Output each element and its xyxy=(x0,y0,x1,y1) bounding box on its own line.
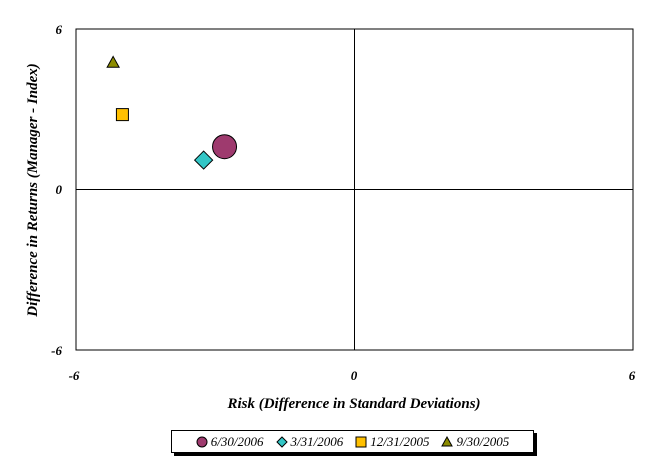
diamond-marker-icon xyxy=(275,435,288,448)
legend-label: 6/30/2006 xyxy=(210,433,264,449)
point-triangle-3-0 xyxy=(106,55,120,68)
point-square-2-0 xyxy=(115,108,129,122)
legend-item-1: 3/31/2006 xyxy=(275,433,344,450)
data-points xyxy=(106,55,238,170)
x-tick-mid: 0 xyxy=(351,368,358,383)
circle-marker-icon xyxy=(196,436,208,447)
legend-item-2: 12/31/2005 xyxy=(355,434,429,450)
legend-label: 12/31/2005 xyxy=(370,433,430,449)
triangle-marker-icon xyxy=(441,435,454,446)
legend: 6/30/2006 3/31/2006 12/31/2005 9/30/2005 xyxy=(171,430,534,453)
x-tick-right: 6 xyxy=(629,368,636,383)
legend-item-3: 9/30/2005 xyxy=(441,434,509,450)
point-circle-0-0 xyxy=(212,134,238,160)
y-axis-title: Difference in Returns (Manager - Index) xyxy=(25,63,41,317)
y-tick-mid: 0 xyxy=(56,182,63,197)
y-tick-top: 6 xyxy=(56,22,63,37)
legend-label: 3/31/2006 xyxy=(290,433,344,449)
x-axis-title: Risk (Difference in Standard Deviations) xyxy=(226,396,480,412)
legend-item-0: 6/30/2006 xyxy=(196,434,264,450)
square-marker-icon xyxy=(355,436,367,447)
x-tick-left: -6 xyxy=(69,368,80,383)
y-tick-bottom: -6 xyxy=(51,343,62,358)
legend-label: 9/30/2005 xyxy=(456,433,510,449)
point-diamond-1-0 xyxy=(193,150,214,170)
